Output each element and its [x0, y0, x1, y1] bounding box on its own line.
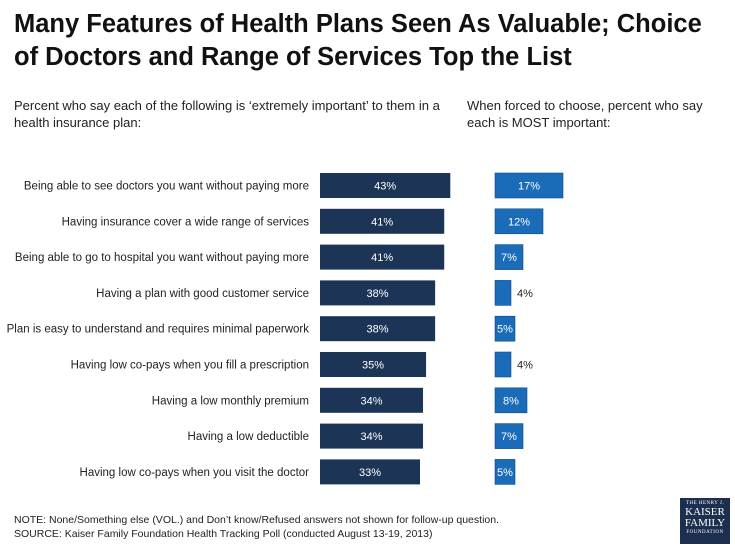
most-important-bar	[494, 172, 564, 199]
most-important-label: 8%	[503, 395, 519, 407]
extremely-important-label: 41%	[371, 216, 393, 228]
most-important-label: 4%	[517, 288, 533, 300]
extremely-important-bar	[320, 316, 436, 342]
extremely-important-bar	[320, 352, 427, 377]
most-important-label: 5%	[497, 324, 513, 336]
extremely-important-label: 34%	[360, 431, 382, 443]
category-label: Having low co-pays when you visit the do…	[80, 467, 310, 479]
logo-line-1: THE HENRY J.	[685, 501, 725, 506]
most-important-bar	[494, 280, 512, 306]
category-label: Plan is easy to understand and requires …	[7, 324, 310, 336]
category-label: Having low co-pays when you fill a presc…	[71, 360, 309, 372]
extremely-important-label: 34%	[360, 395, 382, 407]
most-important-bar	[494, 459, 516, 485]
category-label: Having a plan with good customer service	[96, 288, 309, 300]
extremely-important-bar	[320, 244, 445, 270]
most-important-label: 5%	[497, 467, 513, 479]
most-important-label: 17%	[518, 181, 540, 193]
extremely-important-bar	[320, 387, 424, 413]
extremely-important-bar	[320, 459, 420, 485]
extremely-important-bar	[320, 173, 451, 198]
extremely-important-label: 35%	[362, 360, 384, 372]
category-label: Having a low monthly premium	[152, 395, 309, 407]
category-label: Having insurance cover a wide range of s…	[62, 216, 310, 228]
left-chart-subtitle: Percent who say each of the following is…	[14, 98, 440, 130]
most-important-label: 7%	[501, 252, 517, 264]
category-label: Being able to see doctors you want witho…	[24, 181, 309, 193]
category-label: Being able to go to hospital you want wi…	[15, 252, 309, 264]
most-important-bar	[494, 208, 544, 235]
extremely-important-bar	[320, 208, 445, 234]
logo-line-2: KAISER	[685, 506, 725, 518]
most-important-bar	[494, 351, 512, 378]
extremely-important-label: 33%	[359, 467, 381, 479]
extremely-important-label: 43%	[374, 181, 396, 193]
most-important-label: 12%	[508, 216, 530, 228]
most-important-bar	[494, 315, 516, 342]
logo-line-4: FOUNDATION	[686, 530, 724, 535]
extremely-important-bar	[320, 423, 424, 449]
chart-area: Being able to see doctors you want witho…	[7, 172, 564, 485]
note-text: NOTE: None/Something else (VOL.) and Don…	[14, 514, 499, 526]
right-chart-subtitle: When forced to choose, percent who say e…	[467, 98, 703, 130]
extremely-important-bar	[320, 280, 436, 306]
most-important-bar	[494, 423, 524, 449]
kff-logo: THE HENRY J. KAISER FAMILY FOUNDATION	[680, 498, 730, 544]
extremely-important-label: 38%	[367, 288, 389, 300]
page-title: Many Features of Health Plans Seen As Va…	[14, 10, 702, 71]
logo-line-3: FAMILY	[684, 517, 726, 529]
extremely-important-label: 38%	[367, 324, 389, 336]
extremely-important-label: 41%	[371, 252, 393, 264]
source-text: SOURCE: Kaiser Family Foundation Health …	[14, 528, 433, 540]
most-important-label: 4%	[517, 360, 533, 372]
most-important-label: 7%	[501, 431, 517, 443]
most-important-bar	[494, 387, 528, 414]
most-important-bar	[494, 244, 524, 270]
category-label: Having a low deductible	[188, 431, 309, 443]
